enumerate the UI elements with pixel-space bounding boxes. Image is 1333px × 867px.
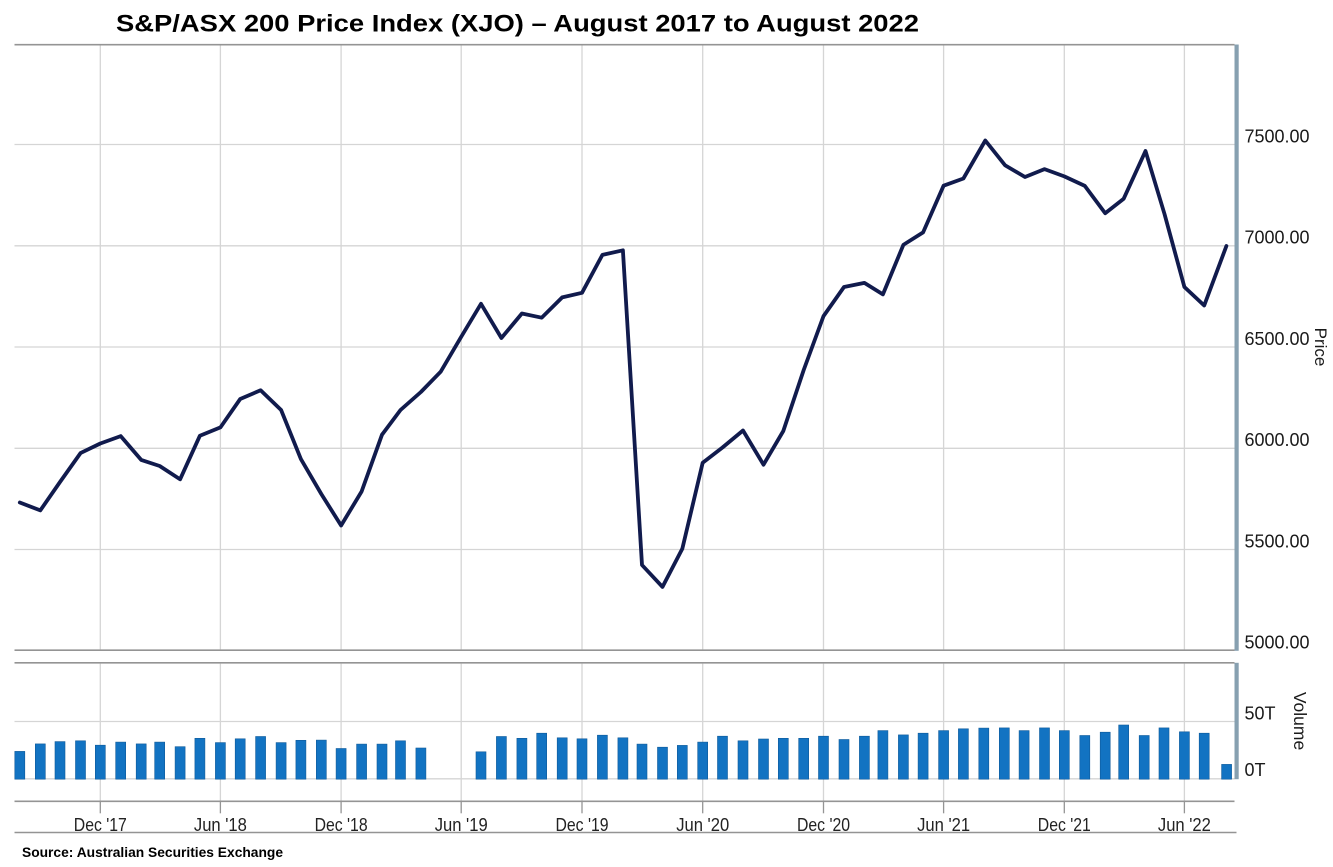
svg-text:Dec '17: Dec '17 xyxy=(74,815,127,835)
svg-text:7000.00: 7000.00 xyxy=(1245,228,1310,248)
svg-text:Dec '21: Dec '21 xyxy=(1038,815,1091,835)
svg-text:6000.00: 6000.00 xyxy=(1245,430,1310,450)
svg-text:0T: 0T xyxy=(1245,760,1266,780)
svg-text:7500.00: 7500.00 xyxy=(1245,126,1310,146)
svg-text:Dec '20: Dec '20 xyxy=(797,815,850,835)
svg-text:6500.00: 6500.00 xyxy=(1245,329,1310,349)
svg-text:Jun '18: Jun '18 xyxy=(194,815,247,835)
svg-text:Dec '18: Dec '18 xyxy=(315,815,368,835)
svg-text:5500.00: 5500.00 xyxy=(1245,531,1310,551)
svg-text:Volume: Volume xyxy=(1290,692,1310,750)
svg-text:Price: Price xyxy=(1311,328,1330,367)
svg-text:5000.00: 5000.00 xyxy=(1245,633,1310,653)
svg-text:Jun '21: Jun '21 xyxy=(917,815,970,835)
svg-text:Jun '19: Jun '19 xyxy=(435,815,488,835)
svg-text:Source: Australian Securities: Source: Australian Securities Exchange xyxy=(22,844,283,860)
svg-text:50T: 50T xyxy=(1245,703,1276,723)
svg-text:Jun '22: Jun '22 xyxy=(1158,815,1211,835)
svg-text:Dec '19: Dec '19 xyxy=(556,815,609,835)
svg-text:S&P/ASX 200 Price Index (XJO): S&P/ASX 200 Price Index (XJO) – August 2… xyxy=(116,11,919,38)
svg-text:Jun '20: Jun '20 xyxy=(676,815,729,835)
